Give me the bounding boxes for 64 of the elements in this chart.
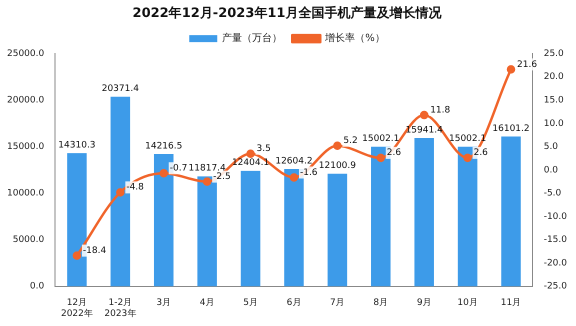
- y-tick-label: 10000.0: [7, 188, 44, 199]
- x-tick-label: 6月: [286, 298, 302, 308]
- point: [463, 154, 472, 162]
- x-tick-label: 9月: [416, 298, 432, 308]
- data-label: 2.6: [386, 148, 402, 158]
- x-tick-label: 7月: [330, 298, 345, 308]
- point: [246, 149, 255, 158]
- y-tick-label: 5000.0: [12, 235, 44, 246]
- bar: [240, 170, 260, 286]
- data-label: 14216.5: [145, 141, 182, 152]
- point: [420, 110, 428, 120]
- y-tick-label: 25000.0: [7, 48, 44, 59]
- legend-label: 产量（万台）: [222, 32, 282, 44]
- data-label: 5.2: [343, 136, 358, 146]
- x-tick-label: 3月: [156, 298, 172, 308]
- y2-tick-label: 10.0: [544, 118, 564, 129]
- data-label: 16101.2: [492, 124, 530, 134]
- y-tick-label: 15000.0: [7, 142, 44, 152]
- point: [506, 65, 516, 74]
- x-tick-label: 4月: [200, 298, 215, 308]
- y-tick-label: 0.0: [30, 282, 44, 292]
- y2-tick-label: -20.0: [544, 258, 568, 268]
- data-label: -4.8: [126, 182, 144, 193]
- data-label: 11.8: [430, 105, 451, 116]
- bar: [414, 138, 434, 286]
- legend-label: 增长率（%）: [324, 32, 385, 44]
- data-label: 2.6: [474, 148, 488, 158]
- y2-tick-label: 0.0: [544, 165, 558, 176]
- chart-title: 2022年12月-2023年11月全国手机产量及增长情况: [132, 5, 442, 22]
- data-label: 15002.1: [362, 134, 400, 144]
- data-label: -2.5: [213, 172, 231, 182]
- x-tick-label: 10月: [457, 298, 478, 308]
- y2-tick-label: 5.0: [544, 142, 558, 152]
- point: [376, 154, 386, 162]
- data-label: 12100.9: [318, 161, 356, 172]
- data-label: 3.5: [256, 144, 271, 154]
- y2-tick-label: 15.0: [544, 96, 564, 106]
- x-tick-label: 8月: [373, 298, 388, 308]
- point: [333, 142, 342, 150]
- x-tick-label: 12月 2022年: [60, 298, 93, 319]
- y-tick-label: 20000.0: [7, 96, 44, 106]
- point: [202, 177, 212, 186]
- data-label: 12604.2: [275, 156, 313, 166]
- point: [290, 173, 298, 182]
- data-label: 20371.4: [102, 84, 140, 94]
- point: [116, 188, 125, 197]
- point: [72, 251, 82, 260]
- y2-tick-label: -10.0: [544, 212, 568, 222]
- data-label: -1.6: [300, 168, 318, 178]
- bar: [328, 174, 348, 286]
- y2-tick-label: 20.0: [544, 72, 564, 82]
- x-tick-label: 11月: [500, 298, 522, 308]
- bar: [501, 136, 521, 286]
- data-label: 21.6: [517, 60, 538, 70]
- y2-tick-label: -25.0: [544, 282, 568, 292]
- x-tick-label: 1-2月 2023年: [104, 298, 136, 319]
- x-tick-label: 5月: [243, 298, 258, 308]
- y2-tick-label: -5.0: [544, 188, 562, 199]
- y2-tick-label: -15.0: [544, 235, 568, 246]
- y2-tick-label: 25.0: [544, 48, 564, 59]
- point: [159, 169, 168, 178]
- data-label: -18.4: [82, 246, 106, 256]
- data-label: -0.7: [170, 164, 188, 174]
- data-label: 14310.3: [58, 140, 96, 150]
